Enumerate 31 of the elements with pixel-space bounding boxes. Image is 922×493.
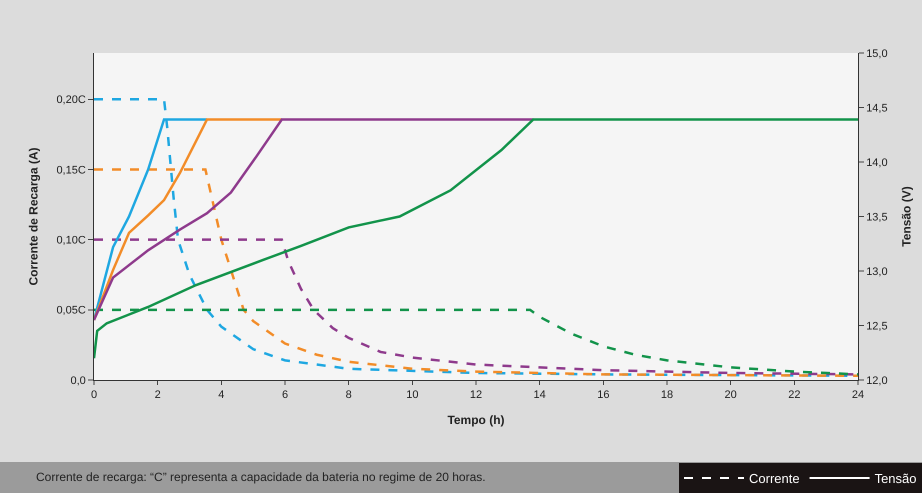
x-tick-label: 16 (597, 389, 610, 402)
y-tick-label: 0,05C (56, 304, 86, 317)
x-tick-label: 14 (534, 389, 546, 402)
y2-tick-label: 14,5 (866, 102, 888, 114)
x-axis-title: Tempo (h) (447, 413, 505, 428)
y-tick-label: 0,0 (70, 374, 86, 387)
x-tick-label: 6 (282, 389, 288, 402)
y2-tick-label: 14,0 (866, 156, 888, 169)
y2-tick-label: 12,0 (866, 374, 888, 387)
x-tick-label: 12 (470, 389, 482, 402)
x-tick-label: 10 (406, 389, 418, 402)
y2-tick-label: 13,5 (866, 211, 888, 224)
y2-tick-label: 15,0 (866, 48, 888, 60)
y-tick-label: 0,15C (56, 164, 86, 176)
y2-tick-label: 13,0 (866, 266, 888, 278)
y-axis-title: Corrente de Recarga (A) (26, 147, 41, 286)
x-tick-label: 8 (346, 389, 352, 402)
x-tick-label: 18 (660, 389, 674, 402)
text: Corrente de recarga: “C” representa a capacidade da bateria no regime de 20 horas. (36, 470, 486, 484)
y-tick-label: 0,20C (56, 94, 86, 106)
y2-axis-title: Tensão (V) (900, 186, 914, 247)
x-tick-label: 20 (724, 389, 737, 402)
x-tick-label: 4 (218, 389, 224, 402)
x-tick-label: 24 (852, 389, 864, 402)
x-tick-label: 0 (90, 389, 98, 402)
y-tick-label: 0,10C (56, 234, 86, 247)
x-tick-label: 22 (788, 389, 800, 402)
x-tick-label: 2 (154, 389, 161, 402)
legend-label: Tensão (874, 471, 916, 486)
legend-label: Corrente (749, 471, 800, 486)
y2-tick-label: 12,5 (866, 320, 888, 332)
